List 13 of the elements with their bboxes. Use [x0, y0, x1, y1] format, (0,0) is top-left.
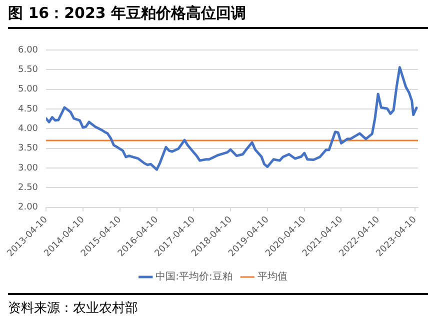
y-tick-label: 6.00 — [18, 45, 38, 56]
y-tick-label: 2.50 — [18, 183, 38, 194]
legend-label: 平均值 — [257, 270, 288, 283]
legend-label: 中国:平均价:豆粕 — [156, 270, 232, 283]
y-tick-label: 4.50 — [18, 104, 38, 114]
chart-title: 图 16：2023 年豆粕价格高位回调 — [8, 4, 428, 29]
y-tick-label: 4.00 — [18, 124, 38, 134]
y-tick-label: 5.50 — [18, 65, 38, 76]
y-tick-label: 3.00 — [18, 163, 38, 174]
text: 资料来源：农业农村部 — [8, 300, 139, 317]
y-tick-label: 3.50 — [18, 144, 38, 154]
y-tick-label: 2.00 — [18, 202, 38, 213]
y-tick-label: 5.00 — [18, 84, 38, 95]
